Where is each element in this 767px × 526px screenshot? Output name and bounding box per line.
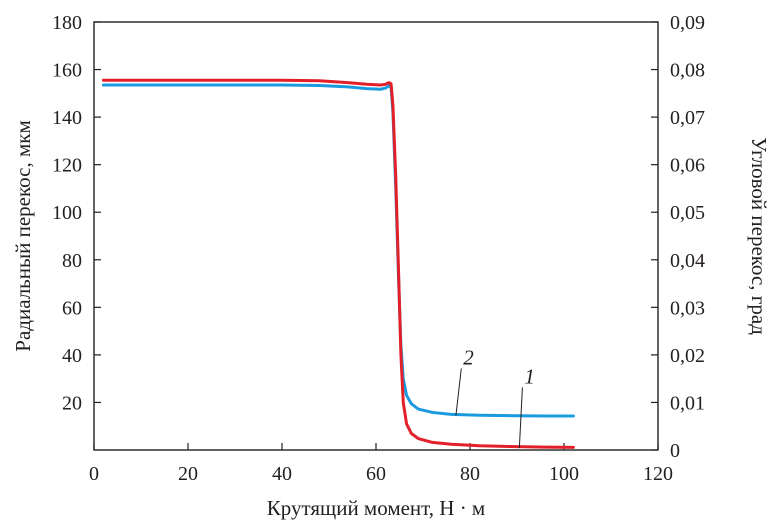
left-y-tick-label: 160 [52, 60, 82, 82]
series-line-1 [101, 78, 575, 449]
right-y-tick-label: 0,03 [670, 297, 705, 319]
right-y-axis-ticks: 0 0,01 0,02 0,03 0,04 0,05 0,06 0,07 0,08 0,09 [651, 12, 705, 462]
annotation-layer: 12 [455, 345, 535, 449]
x-tick-label: 60 [366, 463, 386, 485]
left-y-tick-label: 80 [62, 250, 82, 272]
right-y-tick-label: 0 [670, 440, 680, 462]
left-y-tick-label: 140 [52, 107, 82, 129]
curve-pointer-1 [518, 387, 523, 449]
x-tick-label: 80 [460, 463, 480, 485]
left-y-tick-label: 40 [62, 345, 82, 367]
right-y-tick-label: 0,06 [670, 155, 705, 177]
left-y-tick-label: 20 [62, 392, 82, 414]
left-y-axis-ticks: 20 40 60 80 100 120 140 160 180 [52, 12, 101, 414]
right-y-tick-label: 0,02 [670, 345, 705, 367]
left-y-tick-label: 100 [52, 202, 82, 224]
x-tick-label: 100 [549, 463, 579, 485]
right-y-tick-label: 0,08 [670, 60, 705, 82]
right-y-tick-label: 0,05 [670, 202, 705, 224]
series-line-2 [101, 83, 575, 418]
x-tick-label: 40 [272, 463, 292, 485]
right-y-axis-title: Угловой перекос, град [747, 137, 767, 335]
curve-label-1: 1 [524, 364, 535, 388]
left-y-tick-label: 60 [62, 297, 82, 319]
left-y-tick-label: 180 [52, 12, 82, 34]
left-y-axis-title: Радиальный перекос, мкм [11, 120, 35, 351]
x-tick-label: 0 [89, 463, 99, 485]
x-axis-title: Крутящий момент, Н · м [267, 496, 485, 520]
right-y-tick-label: 0,07 [670, 107, 705, 129]
curve-pointer-2 [455, 368, 462, 416]
series-layer [101, 78, 575, 449]
right-y-tick-label: 0,01 [670, 392, 705, 414]
x-tick-label: 120 [643, 463, 673, 485]
right-y-tick-label: 0,09 [670, 12, 705, 34]
right-y-tick-label: 0,04 [670, 250, 705, 272]
curve-label-2: 2 [463, 345, 474, 369]
x-tick-label: 20 [178, 463, 198, 485]
left-y-tick-label: 120 [52, 155, 82, 177]
x-axis-ticks: 0 20 40 60 80 100 120 [89, 443, 673, 485]
